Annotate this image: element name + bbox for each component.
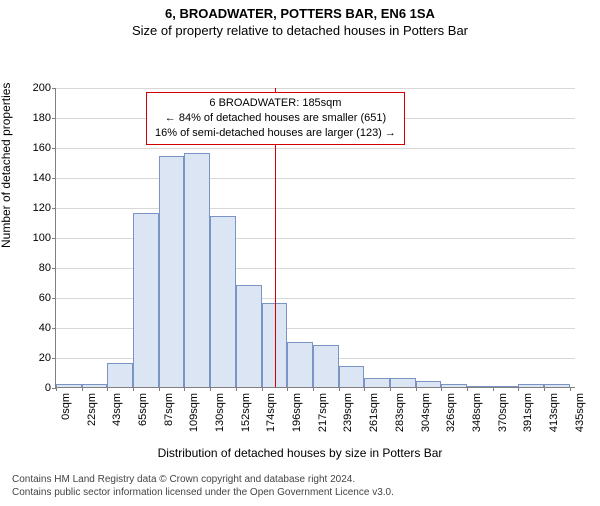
- histogram-bar: [133, 213, 159, 387]
- histogram-bar: [184, 153, 210, 387]
- histogram-bar: [390, 378, 416, 387]
- x-axis-label: Distribution of detached houses by size …: [0, 446, 600, 460]
- histogram-bar: [236, 285, 262, 387]
- ytick-label: 160: [33, 142, 56, 154]
- xtick-mark: [467, 387, 468, 391]
- ytick-label: 60: [39, 292, 56, 304]
- gridline-h: [56, 88, 575, 89]
- xtick-mark: [133, 387, 134, 391]
- histogram-bar: [493, 386, 519, 387]
- histogram-bar: [467, 386, 493, 387]
- annotation-line: ← 84% of detached houses are smaller (65…: [155, 111, 396, 126]
- ytick-label: 20: [39, 352, 56, 364]
- histogram-bar: [544, 384, 570, 387]
- xtick-mark: [262, 387, 263, 391]
- xtick-mark: [518, 387, 519, 391]
- histogram-bar: [210, 216, 236, 387]
- chart-footer: Contains HM Land Registry data © Crown c…: [12, 474, 394, 499]
- xtick-mark: [56, 387, 57, 391]
- histogram-bar: [159, 156, 185, 387]
- gridline-h: [56, 148, 575, 149]
- xtick-mark: [107, 387, 108, 391]
- xtick-mark: [493, 387, 494, 391]
- xtick-mark: [159, 387, 160, 391]
- ytick-label: 0: [45, 382, 56, 394]
- xtick-mark: [313, 387, 314, 391]
- histogram-bar: [82, 384, 108, 387]
- xtick-mark: [184, 387, 185, 391]
- annotation-line: 16% of semi-detached houses are larger (…: [155, 126, 396, 141]
- xtick-mark: [364, 387, 365, 391]
- xtick-mark: [390, 387, 391, 391]
- xtick-mark: [210, 387, 211, 391]
- histogram-bar: [364, 378, 390, 387]
- xtick-mark: [339, 387, 340, 391]
- footer-line-1: Contains HM Land Registry data © Crown c…: [12, 474, 394, 487]
- chart-title-address: 6, BROADWATER, POTTERS BAR, EN6 1SA: [0, 6, 600, 21]
- xtick-mark: [287, 387, 288, 391]
- ytick-label: 180: [33, 112, 56, 124]
- ytick-label: 40: [39, 322, 56, 334]
- annotation-line: 6 BROADWATER: 185sqm: [155, 96, 396, 111]
- xtick-mark: [544, 387, 545, 391]
- ytick-label: 100: [33, 232, 56, 244]
- histogram-bar: [441, 384, 467, 387]
- xtick-mark: [570, 387, 571, 391]
- xtick-mark: [441, 387, 442, 391]
- histogram-bar: [518, 384, 544, 387]
- xtick-mark: [82, 387, 83, 391]
- gridline-h: [56, 178, 575, 179]
- chart-subtitle: Size of property relative to detached ho…: [0, 23, 600, 38]
- plot-area: 0204060801001201401601802006 BROADWATER:…: [55, 88, 575, 388]
- histogram-bar: [107, 363, 133, 387]
- ytick-label: 120: [33, 202, 56, 214]
- footer-line-2: Contains public sector information licen…: [12, 487, 394, 500]
- histogram-bar: [313, 345, 339, 387]
- gridline-h: [56, 208, 575, 209]
- xtick-mark: [236, 387, 237, 391]
- histogram-bar: [287, 342, 313, 387]
- ytick-label: 80: [39, 262, 56, 274]
- histogram-bar: [56, 384, 82, 387]
- histogram-bar: [339, 366, 365, 387]
- xtick-mark: [416, 387, 417, 391]
- histogram-bar: [416, 381, 442, 387]
- y-axis-label: Number of detached properties: [0, 83, 13, 248]
- annotation-box: 6 BROADWATER: 185sqm← 84% of detached ho…: [146, 92, 405, 145]
- ytick-label: 140: [33, 172, 56, 184]
- ytick-label: 200: [33, 82, 56, 94]
